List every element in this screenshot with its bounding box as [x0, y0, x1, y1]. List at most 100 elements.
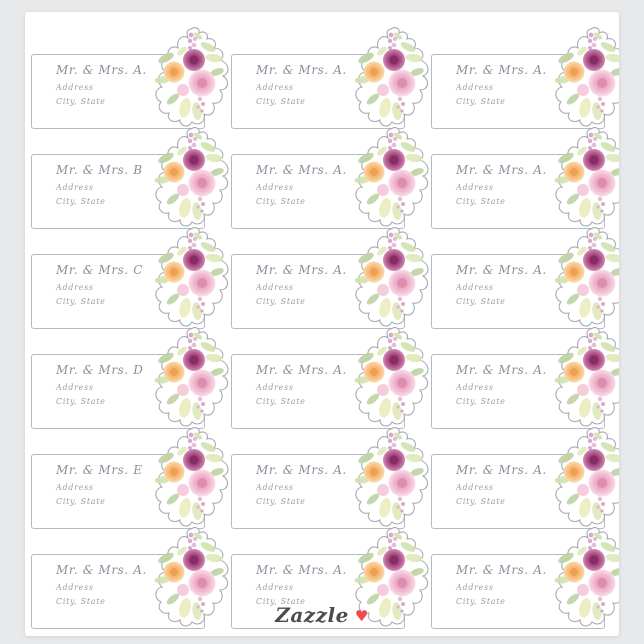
zazzle-logo: Zazzle ♥	[25, 603, 619, 627]
address-label: Mr. & Mrs. A. Address City, State	[231, 127, 429, 229]
label-name-text: Mr. & Mrs. A.	[456, 463, 547, 477]
label-address-text: Address	[256, 383, 294, 392]
address-label: Mr. & Mrs. A. Address City, State	[431, 27, 619, 129]
label-address-text: Address	[256, 483, 294, 492]
address-label: Mr. & Mrs. E Address City, State	[31, 427, 229, 529]
label-name-text: Mr. & Mrs. A.	[456, 363, 547, 377]
label-cell: Mr. & Mrs. A. Address City, State	[231, 227, 431, 342]
label-cell: Mr. & Mrs. A. Address City, State	[231, 327, 431, 442]
label-address-text: Address	[56, 283, 94, 292]
label-address-text: Address	[456, 83, 494, 92]
label-name-text: Mr. & Mrs. A.	[256, 63, 347, 77]
address-label: Mr. & Mrs. C Address City, State	[31, 227, 229, 329]
label-cell: Mr. & Mrs. B Address City, State	[31, 127, 231, 242]
label-name-text: Mr. & Mrs. C	[56, 263, 144, 277]
label-address-text: Address	[56, 583, 94, 592]
label-city-text: City, State	[456, 597, 506, 606]
label-cell: Mr. & Mrs. A. Address City, State	[31, 527, 231, 636]
label-cell: Mr. & Mrs. A. Address City, State	[431, 227, 619, 342]
floral-bouquet-graphic	[553, 127, 619, 227]
floral-bouquet-graphic	[553, 427, 619, 527]
floral-bouquet-graphic	[153, 127, 229, 227]
label-address-text: Address	[456, 483, 494, 492]
floral-bouquet-graphic	[353, 327, 429, 427]
label-name-text: Mr. & Mrs. B	[56, 163, 143, 177]
label-city-text: City, State	[256, 197, 306, 206]
label-address-text: Address	[56, 483, 94, 492]
label-cell: Mr. & Mrs. A. Address City, State	[431, 127, 619, 242]
label-city-text: City, State	[56, 97, 106, 106]
address-label: Mr. & Mrs. A. Address City, State	[231, 27, 429, 129]
address-label: Mr. & Mrs. A. Address City, State	[31, 27, 229, 129]
label-city-text: City, State	[56, 297, 106, 306]
label-cell: Mr. & Mrs. E Address City, State	[31, 427, 231, 542]
label-address-text: Address	[256, 283, 294, 292]
label-city-text: City, State	[256, 297, 306, 306]
floral-bouquet-graphic	[553, 27, 619, 127]
label-name-text: Mr. & Mrs. A.	[56, 63, 147, 77]
label-name-text: Mr. & Mrs. A.	[456, 63, 547, 77]
label-name-text: Mr. & Mrs. D	[56, 363, 144, 377]
floral-bouquet-graphic	[553, 327, 619, 427]
label-grid: Mr. & Mrs. A. Address City, State Mr. & …	[31, 27, 619, 636]
address-label: Mr. & Mrs. A. Address City, State	[231, 527, 429, 629]
address-label: Mr. & Mrs. B Address City, State	[31, 127, 229, 229]
address-label: Mr. & Mrs. A. Address City, State	[431, 527, 619, 629]
label-address-text: Address	[56, 183, 94, 192]
heart-icon: ♥	[354, 607, 369, 625]
floral-bouquet-graphic	[153, 327, 229, 427]
label-city-text: City, State	[456, 97, 506, 106]
label-city-text: City, State	[256, 497, 306, 506]
label-city-text: City, State	[456, 297, 506, 306]
label-cell: Mr. & Mrs. A. Address City, State	[231, 427, 431, 542]
label-cell: Mr. & Mrs. D Address City, State	[31, 327, 231, 442]
label-city-text: City, State	[456, 397, 506, 406]
label-name-text: Mr. & Mrs. A.	[256, 363, 347, 377]
label-name-text: Mr. & Mrs. A.	[256, 563, 347, 577]
label-city-text: City, State	[56, 197, 106, 206]
label-address-text: Address	[456, 383, 494, 392]
floral-bouquet-graphic	[353, 227, 429, 327]
label-cell: Mr. & Mrs. A. Address City, State	[431, 527, 619, 636]
label-cell: Mr. & Mrs. A. Address City, State	[431, 327, 619, 442]
label-city-text: City, State	[256, 597, 306, 606]
label-address-text: Address	[256, 183, 294, 192]
floral-bouquet-graphic	[353, 27, 429, 127]
label-cell: Mr. & Mrs. A. Address City, State	[31, 27, 231, 142]
floral-bouquet-graphic	[353, 427, 429, 527]
label-city-text: City, State	[456, 197, 506, 206]
label-name-text: Mr. & Mrs. A.	[256, 463, 347, 477]
address-label: Mr. & Mrs. A. Address City, State	[231, 427, 429, 529]
label-address-text: Address	[256, 83, 294, 92]
label-city-text: City, State	[56, 397, 106, 406]
address-label: Mr. & Mrs. A. Address City, State	[431, 227, 619, 329]
label-cell: Mr. & Mrs. A. Address City, State	[431, 27, 619, 142]
label-cell: Mr. & Mrs. A. Address City, State	[231, 527, 431, 636]
label-name-text: Mr. & Mrs. A.	[256, 163, 347, 177]
label-city-text: City, State	[256, 397, 306, 406]
label-address-text: Address	[456, 583, 494, 592]
label-address-text: Address	[456, 283, 494, 292]
zazzle-logo-text: Zazzle	[275, 603, 349, 627]
label-address-text: Address	[456, 183, 494, 192]
floral-bouquet-graphic	[153, 427, 229, 527]
label-address-text: Address	[56, 83, 94, 92]
label-city-text: City, State	[256, 97, 306, 106]
label-name-text: Mr. & Mrs. A.	[456, 163, 547, 177]
label-cell: Mr. & Mrs. A. Address City, State	[231, 27, 431, 142]
label-name-text: Mr. & Mrs. E	[56, 463, 143, 477]
label-name-text: Mr. & Mrs. A.	[56, 563, 147, 577]
address-label: Mr. & Mrs. A. Address City, State	[431, 327, 619, 429]
sticker-sheet: Mr. & Mrs. A. Address City, State Mr. & …	[25, 12, 619, 636]
label-cell: Mr. & Mrs. A. Address City, State	[431, 427, 619, 542]
address-label: Mr. & Mrs. A. Address City, State	[231, 227, 429, 329]
label-cell: Mr. & Mrs. A. Address City, State	[231, 127, 431, 242]
floral-bouquet-graphic	[153, 27, 229, 127]
address-label: Mr. & Mrs. A. Address City, State	[31, 527, 229, 629]
label-name-text: Mr. & Mrs. A.	[456, 563, 547, 577]
address-label: Mr. & Mrs. A. Address City, State	[431, 427, 619, 529]
address-label: Mr. & Mrs. A. Address City, State	[231, 327, 429, 429]
address-label: Mr. & Mrs. D Address City, State	[31, 327, 229, 429]
floral-bouquet-graphic	[353, 127, 429, 227]
